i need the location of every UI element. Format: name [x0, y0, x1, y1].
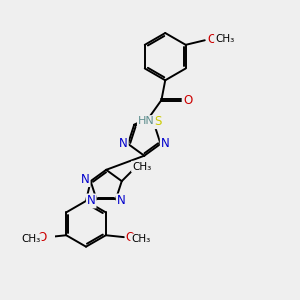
- Text: N: N: [119, 137, 128, 150]
- Text: O: O: [37, 231, 46, 244]
- Text: N: N: [87, 194, 96, 208]
- Text: CH₃: CH₃: [22, 234, 41, 244]
- Text: CH₃: CH₃: [131, 234, 151, 244]
- Text: HN: HN: [138, 116, 154, 126]
- Text: CH₃: CH₃: [132, 162, 151, 172]
- Text: O: O: [126, 231, 135, 244]
- Text: CH₃: CH₃: [215, 34, 234, 44]
- Text: O: O: [207, 33, 216, 46]
- Text: N: N: [161, 137, 170, 150]
- Text: N: N: [81, 173, 90, 186]
- Text: O: O: [184, 94, 193, 106]
- Text: S: S: [154, 115, 162, 128]
- Text: N: N: [117, 194, 125, 208]
